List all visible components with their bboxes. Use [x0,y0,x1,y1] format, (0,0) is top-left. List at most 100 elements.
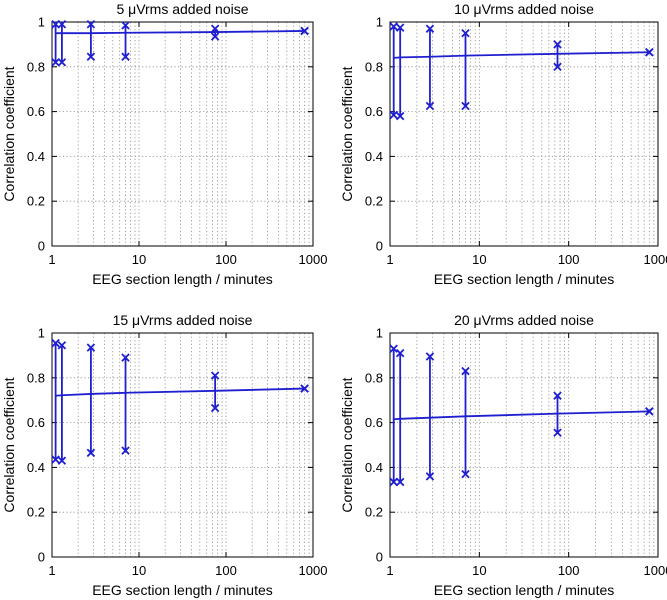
x-marker [57,58,67,67]
y-axis-label: Correlation coefficient [1,377,17,512]
x-tick-label: 100 [558,563,580,578]
mean-line [55,30,305,35]
x-tick-label: 10 [472,563,486,578]
x-marker [86,343,96,352]
x-marker [461,469,470,479]
x-marker [395,111,405,121]
x-marker [553,391,562,400]
x-marker [425,24,435,33]
y-tick-label: 0.8 [27,370,45,385]
x-marker [553,428,562,437]
y-tick-label: 0.8 [365,59,383,74]
y-tick-label: 0 [38,550,45,565]
x-axis-label: EEG section length / minutes [92,271,273,287]
x-marker [210,371,220,380]
x-marker [86,448,96,458]
x-tick-label: 100 [215,252,237,267]
y-tick-label: 0.8 [27,59,45,74]
y-tick-label: 0.4 [27,149,45,164]
x-marker [553,40,562,49]
axes-frame [389,332,659,558]
x-tick-label: 10 [472,252,486,267]
x-marker [395,348,405,358]
x-tick-label: 1000 [299,563,328,578]
mean-line [55,387,305,397]
x-axis-label: EEG section length / minutes [434,271,615,287]
x-marker [389,110,398,120]
x-marker [121,446,130,455]
panel-3: 1 10 100 1000 0 0.2 0.4 0.6 0.8 1 15 μVrms added n… [1,312,327,598]
x-tick-label: 1 [48,252,55,267]
y-tick-label: 0.2 [365,194,383,209]
x-marker [425,101,435,111]
x-tick-label: 1000 [299,252,328,267]
panel-4: 1 10 100 1000 0 0.2 0.4 0.6 0.8 1 20 μVrms added n… [339,312,667,598]
y-tick-label: 0 [38,239,45,254]
mean-line [393,410,650,421]
panel-2: 1 10 100 1000 0 0.2 0.4 0.6 0.8 1 10 μVrms added n… [339,1,667,287]
x-marker [121,21,130,30]
y-tick-label: 1 [376,15,383,30]
x-tick-label: 10 [132,563,146,578]
x-marker [300,384,309,393]
mean-line [393,51,650,59]
axes-frame [51,21,314,247]
y-tick-label: 0.6 [27,415,45,430]
x-marker [210,32,220,41]
y-axis-label: Correlation coefficient [1,66,17,201]
chart-title: 10 μVrms added noise [454,1,594,17]
y-tick-label: 0 [376,550,383,565]
x-marker [645,407,654,416]
y-tick-label: 0.6 [365,415,383,430]
y-tick-label: 0.4 [365,149,383,164]
x-marker [461,366,470,376]
x-tick-label: 1000 [644,563,667,578]
x-marker [210,403,220,413]
x-marker [121,52,130,61]
y-tick-label: 0.4 [365,460,383,475]
chart-title: 5 μVrms added noise [116,1,248,17]
x-axis-label: EEG section length / minutes [92,582,273,598]
x-marker [553,62,562,72]
axes-frame [389,21,659,247]
chart-title: 20 μVrms added noise [454,312,594,328]
x-marker [389,477,398,487]
y-axis-label: Correlation coefficient [339,377,355,512]
x-marker [425,472,435,481]
x-marker [121,353,130,362]
axes-frame [51,332,314,558]
y-tick-label: 0.8 [365,370,383,385]
y-tick-label: 0 [376,239,383,254]
x-marker [51,455,60,464]
x-tick-label: 1 [386,252,393,267]
y-tick-label: 1 [38,326,45,341]
x-marker [389,344,398,353]
x-marker [425,352,435,361]
y-tick-label: 0.4 [27,460,45,475]
x-tick-label: 10 [132,252,146,267]
y-tick-label: 0.2 [365,505,383,520]
x-tick-label: 100 [215,563,237,578]
x-marker [461,28,470,38]
x-marker [51,58,60,67]
y-tick-label: 1 [376,326,383,341]
x-axis-label: EEG section length / minutes [434,582,615,598]
x-marker [395,477,405,487]
y-tick-label: 0.2 [27,194,45,209]
x-marker [86,52,96,61]
x-tick-label: 1 [48,563,55,578]
y-tick-label: 0.2 [27,505,45,520]
x-tick-label: 1 [386,563,393,578]
x-marker [51,338,60,348]
x-marker [395,23,405,32]
y-tick-label: 0.6 [27,104,45,119]
x-marker [57,456,67,465]
x-marker [645,48,654,57]
x-marker [461,101,470,111]
x-marker [210,24,220,33]
x-marker [86,20,96,29]
y-tick-label: 0.6 [365,104,383,119]
panel-1: 1 10 100 1000 0 0.2 0.4 0.6 0.8 1 5 μVrms added no… [1,1,327,287]
x-marker [57,20,67,29]
